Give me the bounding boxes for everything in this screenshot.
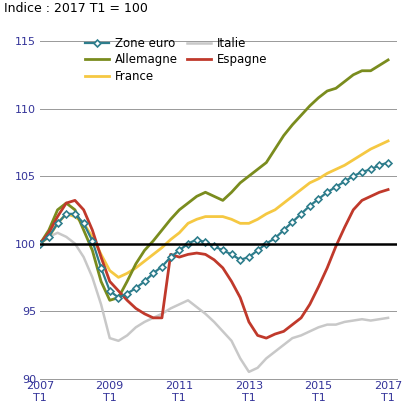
Text: Indice : 2017 T1 = 100: Indice : 2017 T1 = 100 [4, 2, 148, 15]
Legend: Zone euro, Allemagne, France, Italie, Espagne: Zone euro, Allemagne, France, Italie, Es… [85, 37, 267, 83]
